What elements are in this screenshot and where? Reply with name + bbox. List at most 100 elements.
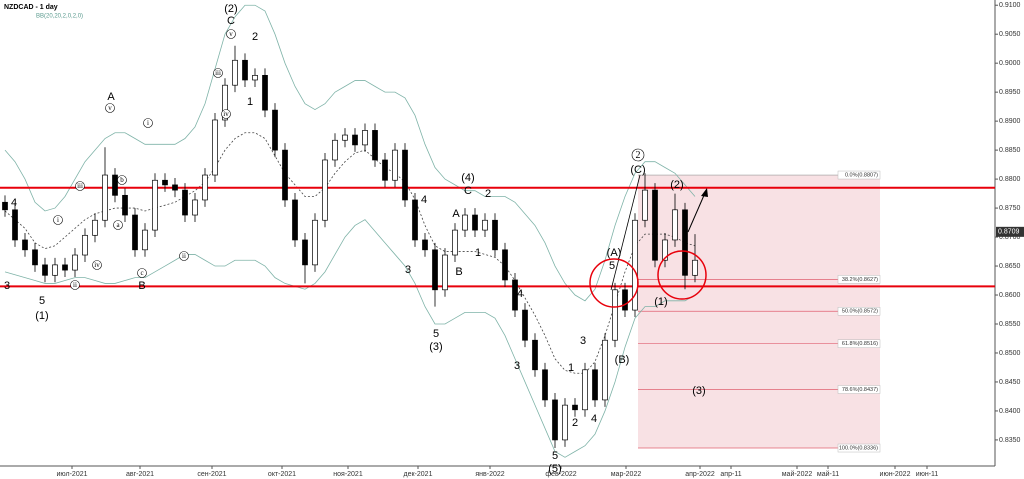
candle-body [482, 219, 488, 231]
wave-label: C [227, 15, 235, 27]
candle-body [632, 219, 638, 311]
wave-circle [75, 181, 85, 191]
candle-body [12, 209, 18, 241]
candle-body [682, 209, 688, 276]
highlight-circle [589, 258, 639, 308]
candle-body [52, 264, 58, 276]
wave-label-circled: c [140, 269, 143, 277]
candle-body [152, 179, 158, 231]
wave-label: (5) [548, 463, 561, 475]
wave-label: (A) [607, 247, 622, 259]
wave-circle [631, 148, 645, 162]
y-tick-label: 0.8850 [999, 147, 1021, 154]
candle-body [132, 214, 138, 251]
wave-circle [53, 215, 63, 225]
wave-label: (2) [224, 3, 237, 15]
candle-body [602, 339, 608, 401]
x-tick-label: сен-2021 [197, 471, 226, 478]
wave-label-circled: v [229, 30, 233, 38]
wave-label-circled: b [120, 176, 124, 184]
wave-label: 4 [11, 197, 17, 209]
wave-label-circled: i [147, 119, 149, 127]
x-tick-label: авг-2021 [126, 471, 154, 478]
wave-label: 4 [421, 194, 427, 206]
candle-body [442, 254, 448, 291]
candle-body [292, 199, 298, 241]
x-tick-label: июн-2022 [880, 471, 911, 478]
wave-label: 5 [609, 260, 615, 272]
candle-body [392, 149, 398, 181]
wave-label-circled: i [57, 216, 59, 224]
wave-label: B [455, 266, 462, 278]
wave-label-circled: iii [215, 69, 221, 77]
candle-body [32, 249, 38, 266]
wave-label-circled: 2 [636, 150, 641, 161]
fib-label-box [837, 339, 881, 348]
fib-label-box [837, 275, 881, 284]
fib-label: 0.0%(0.8807) [845, 172, 878, 178]
fib-label-box [837, 385, 881, 394]
candle-body [252, 74, 258, 81]
x-tick-label: июл-2021 [57, 471, 88, 478]
trend-line [610, 174, 641, 291]
x-tick-label: фев-2022 [545, 471, 576, 478]
candle-body [402, 149, 408, 201]
candle-body [162, 179, 168, 186]
fib-label: 38.2%(0.8627) [842, 277, 878, 283]
candle-body [462, 214, 468, 231]
wave-label: 3 [405, 264, 411, 276]
candle-body [182, 189, 188, 216]
fib-label-box [837, 306, 881, 316]
candle-body [82, 234, 88, 256]
wave-label: 1 [247, 96, 253, 108]
wave-circle [143, 118, 153, 128]
candle-body [172, 184, 178, 191]
candle-body [652, 189, 658, 261]
y-tick-label: 0.9100 [999, 2, 1021, 9]
wave-circle [226, 29, 236, 39]
fib-label: 100.0%(0.8336) [839, 445, 878, 451]
wave-label: 4 [591, 413, 597, 425]
candle-body [62, 264, 68, 271]
wave-label-circled: ii [182, 252, 186, 260]
candle-body [522, 309, 528, 341]
candle-body [562, 404, 568, 441]
wave-label: A [107, 91, 115, 103]
wave-label: 5 [433, 328, 439, 340]
candle-body [192, 199, 198, 216]
wave-label-circled: iv [223, 110, 229, 118]
candle-body [452, 229, 458, 256]
wave-label: 1 [475, 247, 481, 259]
wave-label: C [464, 185, 472, 197]
wave-label: 3 [580, 335, 586, 347]
y-tick-label: 0.8800 [999, 176, 1021, 183]
candle-body [2, 201, 8, 211]
wave-label: 3 [4, 280, 10, 292]
wave-circle [221, 109, 231, 119]
y-tick-label: 0.8500 [999, 350, 1021, 357]
wave-label: (2) [670, 179, 683, 191]
candle-body [282, 149, 288, 201]
wave-label: (1) [35, 310, 48, 322]
wave-label: (4) [461, 172, 474, 184]
candle-body [642, 189, 648, 221]
y-tick-label: 0.8950 [999, 89, 1021, 96]
candle-body [342, 134, 348, 141]
wave-circle [179, 251, 189, 261]
y-tick-label: 0.8350 [999, 437, 1021, 444]
x-tick-label: ноя-2021 [333, 471, 363, 478]
fib-label-box [837, 443, 881, 453]
wave-label: 1 [568, 362, 574, 374]
candle-body [142, 229, 148, 251]
x-tick-label: май-2022 [782, 470, 813, 478]
candle-body [592, 369, 598, 401]
wave-label: B [138, 280, 145, 292]
wave-circle [105, 103, 115, 113]
y-tick-label: 0.8750 [999, 205, 1021, 212]
bollinger-lower [4, 219, 696, 458]
candle-body [552, 399, 558, 441]
candle-body [382, 159, 388, 181]
y-tick-label: 0.8600 [999, 292, 1021, 299]
candle-body [302, 239, 308, 266]
wave-label-circled: v [108, 104, 112, 112]
